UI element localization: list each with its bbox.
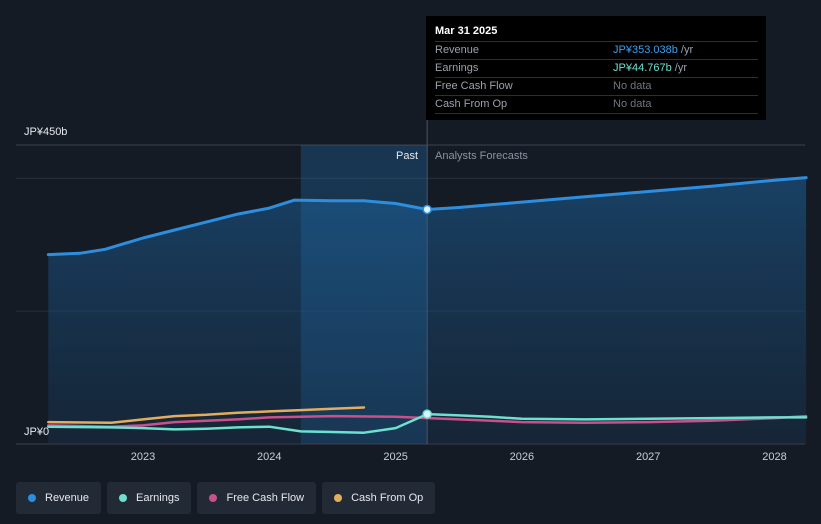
legend: Revenue Earnings Free Cash Flow Cash Fro… xyxy=(16,482,436,514)
tooltip-row-revenue: Revenue JP¥353.038b /yr xyxy=(435,41,758,59)
earnings-marker xyxy=(422,409,432,419)
x-tick-label: 2028 xyxy=(762,451,787,463)
past-label: Past xyxy=(396,150,419,162)
x-tick-label: 2026 xyxy=(509,451,535,463)
tooltip-date: Mar 31 2025 xyxy=(435,25,498,37)
y-axis-bottom-label: JP¥0 xyxy=(24,426,50,438)
x-tick-label: 2023 xyxy=(130,451,156,463)
tooltip-row-cash-from-op: Cash From Op No data xyxy=(435,95,758,114)
legend-item-earnings[interactable]: Earnings xyxy=(107,482,192,514)
tooltip-row-free-cash-flow: Free Cash Flow No data xyxy=(435,77,758,95)
tooltip: Mar 31 2025 Revenue JP¥353.038b /yr Earn… xyxy=(426,16,766,120)
legend-label: Revenue xyxy=(45,492,90,504)
legend-label: Cash From Op xyxy=(351,492,424,504)
legend-label: Earnings xyxy=(136,492,180,504)
tooltip-label: Earnings xyxy=(435,62,479,74)
legend-item-cash-from-op[interactable]: Cash From Op xyxy=(322,482,436,514)
past-highlight-band xyxy=(300,145,428,444)
legend-item-free-cash-flow[interactable]: Free Cash Flow xyxy=(197,482,317,514)
tooltip-unit: /yr xyxy=(677,44,694,56)
tooltip-value: No data xyxy=(613,80,652,92)
tooltip-label: Free Cash Flow xyxy=(435,80,513,92)
revenue-line xyxy=(46,176,808,257)
x-tick-label: 2027 xyxy=(635,451,661,463)
tooltip-label: Cash From Op xyxy=(435,98,508,110)
tooltip-row-earnings: Earnings JP¥44.767b /yr xyxy=(435,59,758,77)
free-cash-flow-dot-icon xyxy=(209,494,218,502)
tooltip-value: JP¥44.767b xyxy=(613,62,672,74)
y-axis-top-label: JP¥450b xyxy=(24,126,68,138)
free-cash-flow-line xyxy=(47,414,808,428)
tooltip-unit: /yr xyxy=(671,62,687,74)
x-tick-label: 2024 xyxy=(257,451,282,463)
tooltip-label: Revenue xyxy=(435,44,480,56)
earnings-line xyxy=(47,412,808,434)
cash-from-op-line xyxy=(47,406,366,424)
legend-item-revenue[interactable]: Revenue xyxy=(16,482,102,514)
revenue-dot-icon xyxy=(28,494,36,502)
cash-from-op-dot-icon xyxy=(334,494,343,502)
x-tick-label: 2025 xyxy=(383,451,408,463)
tooltip-value: No data xyxy=(613,98,652,110)
forecast-label: Analysts Forecasts xyxy=(435,150,528,162)
legend-label: Free Cash Flow xyxy=(226,492,305,504)
earnings-dot-icon xyxy=(119,494,128,502)
tooltip-value: JP¥353.038b xyxy=(613,44,678,56)
revenue-marker xyxy=(422,204,432,215)
